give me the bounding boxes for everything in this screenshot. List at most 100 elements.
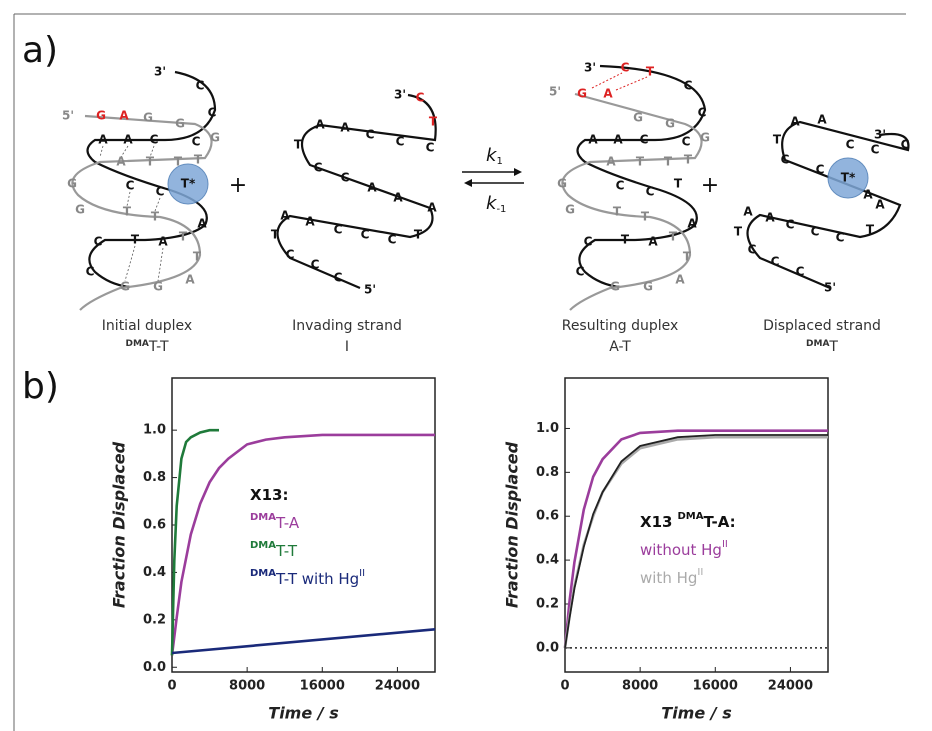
nucleotide: G	[96, 109, 106, 123]
legend-entry: DMAT-T	[250, 540, 298, 560]
y-tick-label: 0.4	[536, 553, 559, 568]
nucleotide: G	[610, 280, 620, 294]
nucleotide: T	[271, 228, 280, 242]
nucleotide: C	[196, 79, 205, 93]
y-tick-label: 0.0	[143, 660, 166, 675]
nucleotide: G	[210, 131, 220, 145]
nucleotide: A	[119, 109, 129, 123]
legend-title-sup: DMA	[677, 511, 703, 522]
nucleotide: A	[315, 118, 325, 132]
nucleotide: T	[636, 155, 645, 169]
nucleotide: C	[361, 228, 370, 242]
nucleotide: 5'	[549, 85, 561, 99]
nucleotide: C	[836, 231, 845, 245]
nucleotide: C	[208, 106, 217, 120]
x-tick-label: 0	[560, 679, 569, 694]
legend-entry: with HgII	[640, 567, 703, 587]
nucleotide: A	[687, 217, 697, 231]
rate-constant: k1	[486, 145, 503, 167]
nucleotide: C	[94, 235, 103, 249]
data-line	[564, 434, 828, 649]
nucleotide: C	[576, 265, 585, 279]
y-tick-label: 0.6	[536, 509, 559, 524]
nucleotide: A	[393, 191, 403, 205]
nucleotide: A	[613, 133, 623, 147]
nucleotide: A	[765, 211, 775, 225]
nucleotide: C	[416, 91, 425, 105]
nucleotide: T	[641, 210, 650, 224]
nucleotide: G	[557, 177, 567, 191]
nucleotide: C	[126, 179, 135, 193]
legend-entry: DMAT-T with HgII	[250, 568, 365, 588]
nucleotide: A	[116, 155, 126, 169]
legend-sup: DMA	[250, 512, 276, 523]
y-tick-label: 0.2	[536, 596, 559, 611]
nucleotide: A	[98, 133, 108, 147]
nucleotide: T	[669, 230, 678, 244]
plus: +	[701, 173, 719, 198]
label-circle	[827, 157, 869, 199]
nucleotide: T	[866, 223, 875, 237]
x-tick-label: 8000	[229, 679, 265, 694]
nucleotide: 3'	[394, 88, 406, 102]
x-tick-label: 8000	[622, 679, 658, 694]
y-axis-label: Fraction Displaced	[503, 441, 522, 608]
legend-title: X13 DMAT-A:	[640, 511, 736, 531]
label-circle	[167, 163, 209, 205]
nucleotide: C	[621, 61, 630, 75]
legend-title-rest: T-A:	[703, 513, 735, 531]
caption-sub: DMAT-T	[126, 339, 169, 356]
legend-name: without Hg	[640, 541, 722, 559]
nucleotide: G	[143, 111, 153, 125]
legend-title-main: X13	[640, 513, 672, 531]
nucleotide: A	[427, 201, 437, 215]
nucleotide: C	[616, 179, 625, 193]
caption: Resulting duplex	[562, 318, 679, 334]
nucleotide: T	[131, 233, 140, 247]
y-tick-label: 1.0	[536, 421, 559, 436]
nucleotide: A	[367, 181, 377, 195]
x-tick-label: 24000	[375, 679, 420, 694]
nucleotide: A	[875, 198, 885, 212]
y-tick-label: 0.2	[143, 612, 166, 627]
y-tick-label: 0.8	[143, 470, 166, 485]
nucleotide: A	[197, 217, 207, 231]
nucleotide: G	[665, 117, 675, 131]
nucleotide: A	[603, 87, 613, 101]
nucleotide: C	[646, 185, 655, 199]
plus: +	[229, 173, 247, 198]
legend-sup: DMA	[250, 540, 276, 551]
nucleotide: G	[577, 87, 587, 101]
nucleotide: 5'	[824, 281, 836, 295]
nucleotide: A	[305, 215, 315, 229]
nucleotide: T	[684, 153, 693, 167]
sub: A-T	[609, 339, 631, 355]
data-line	[170, 433, 435, 656]
x-axis-label: Time / s	[268, 704, 338, 723]
nucleotide: 5'	[364, 283, 376, 297]
legend-name: T-T with Hg	[275, 570, 359, 588]
nucleotide: C	[311, 258, 320, 272]
legend-name: T-T	[275, 542, 298, 560]
nucleotide: C	[781, 153, 790, 167]
nucleotide: C	[771, 255, 780, 269]
caption: Invading strand	[292, 318, 402, 334]
nucleotide: C	[796, 265, 805, 279]
nucleotide: T	[414, 228, 423, 242]
x-tick-label: 16000	[300, 679, 345, 694]
nucleotide: C	[86, 265, 95, 279]
nucleotide: C	[150, 133, 159, 147]
nucleotide: C	[192, 135, 201, 149]
nucleotide: C	[314, 161, 323, 175]
nucleotide: C	[286, 248, 295, 262]
nucleotide: A	[280, 209, 290, 223]
nucleotide: C	[748, 243, 757, 257]
nucleotide: 3'	[874, 128, 886, 142]
sub: T-T	[148, 339, 169, 355]
data-line	[170, 428, 219, 656]
legend-name: T-A	[275, 514, 300, 532]
nucleotide: A	[648, 235, 658, 249]
nucleotide: T	[734, 225, 743, 239]
nucleotide: T	[646, 65, 655, 79]
nucleotide: A	[158, 235, 168, 249]
